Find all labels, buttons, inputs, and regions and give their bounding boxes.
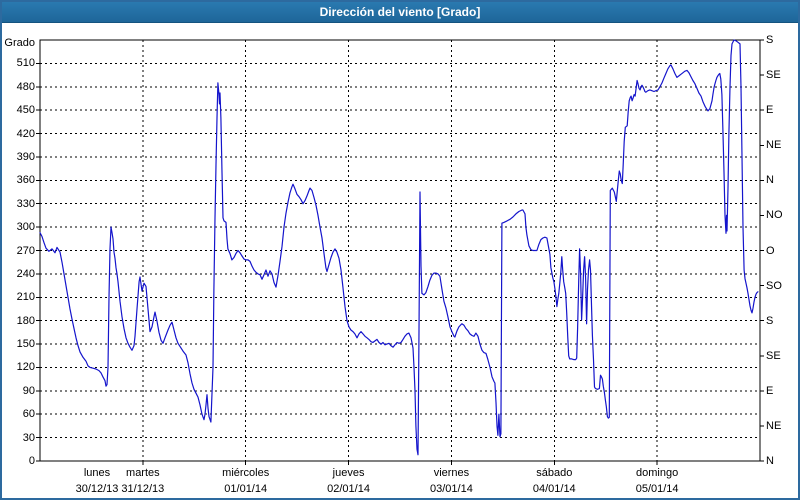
x-axis-day-date: 04/01/14: [532, 483, 576, 495]
y-tick-label: 0: [28, 455, 35, 467]
x-axis-day-date: 03/01/14: [430, 483, 473, 495]
right-axis-compass-label: NO: [766, 209, 783, 222]
right-axis-compass-label: SE: [766, 349, 781, 362]
y-tick-label: 510: [16, 57, 35, 70]
x-axis-day-date: 31/12/13: [121, 483, 165, 495]
y-tick-label: 360: [16, 174, 35, 187]
x-axis-day-name: miércoles: [222, 467, 270, 479]
x-axis-day-name: jueves: [332, 467, 365, 479]
y-tick-label: 330: [16, 197, 35, 210]
right-axis-compass-label: SE: [766, 69, 781, 82]
x-axis-day-name: viernes: [433, 467, 470, 479]
right-axis-compass-label: O: [766, 244, 775, 257]
right-axis-compass-label: SO: [766, 279, 782, 292]
x-axis-day-date: 30/12/13: [75, 483, 119, 495]
y-tick-label: 300: [16, 221, 35, 234]
right-axis-compass-label: NE: [766, 139, 782, 152]
x-axis-day-date: 02/01/14: [327, 483, 370, 495]
y-tick-label: 420: [16, 127, 35, 140]
right-axis-compass-label: E: [766, 104, 774, 117]
right-axis-compass-label: NE: [766, 419, 782, 432]
y-tick-label: 150: [16, 338, 35, 351]
y-tick-label: 90: [22, 384, 35, 397]
x-axis-day-date: 01/01/14: [224, 483, 268, 495]
x-axis-day-name: sábado: [536, 467, 573, 479]
y-tick-label: 450: [16, 104, 35, 117]
x-axis-day-name: martes: [126, 467, 160, 479]
window-title: Dirección del viento [Grado]: [2, 2, 798, 23]
right-axis-compass-label: S: [766, 314, 774, 327]
right-axis-compass-label: N: [766, 455, 774, 467]
y-axis-title: Grado: [4, 37, 35, 49]
y-tick-label: 390: [16, 150, 35, 163]
y-tick-label: 480: [16, 80, 35, 93]
x-axis-day-name: lunes: [83, 467, 111, 479]
y-tick-label: 240: [16, 267, 35, 280]
right-axis-compass-label: E: [766, 384, 774, 397]
y-tick-label: 270: [16, 244, 35, 257]
y-tick-label: 210: [16, 291, 35, 304]
y-tick-label: 120: [16, 361, 35, 374]
right-axis-compass-label: N: [766, 174, 774, 187]
y-tick-label: 180: [16, 314, 35, 327]
y-tick-label: 30: [22, 431, 35, 444]
x-axis-day-name: domingo: [636, 467, 679, 479]
x-axis-day-date: 05/01/14: [635, 483, 679, 495]
y-tick-label: 60: [22, 408, 35, 421]
right-axis-compass-label: S: [766, 34, 774, 46]
